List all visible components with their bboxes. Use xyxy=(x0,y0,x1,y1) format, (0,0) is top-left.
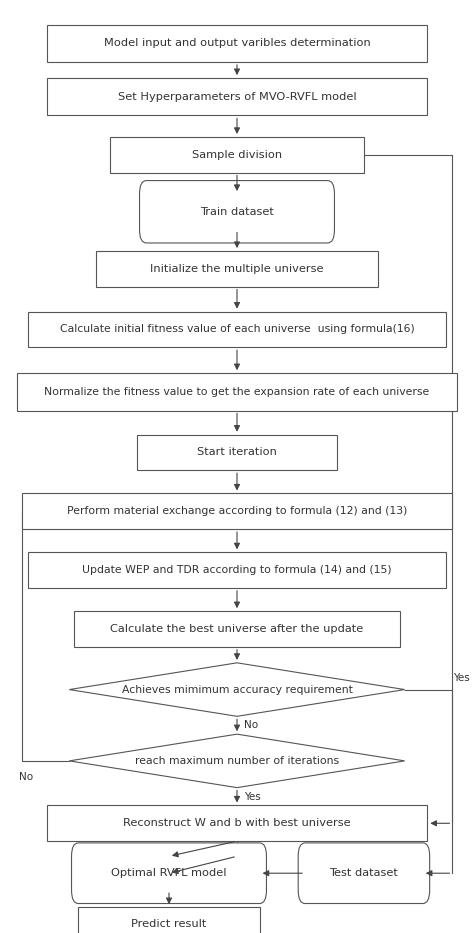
FancyBboxPatch shape xyxy=(97,251,377,286)
FancyBboxPatch shape xyxy=(28,552,446,588)
Text: Achieves mimimum accuracy requirement: Achieves mimimum accuracy requirement xyxy=(121,685,353,694)
Text: Reconstruct W and b with best universe: Reconstruct W and b with best universe xyxy=(123,818,351,829)
FancyBboxPatch shape xyxy=(139,181,335,243)
Text: Yes: Yes xyxy=(453,674,470,683)
Text: Calculate initial fitness value of each universe  using formula(16): Calculate initial fitness value of each … xyxy=(60,325,414,334)
Polygon shape xyxy=(69,734,405,787)
Text: Initialize the multiple universe: Initialize the multiple universe xyxy=(150,264,324,273)
FancyBboxPatch shape xyxy=(78,907,260,933)
Text: Train dataset: Train dataset xyxy=(200,207,274,216)
Text: Update WEP and TDR according to formula (14) and (15): Update WEP and TDR according to formula … xyxy=(82,565,392,575)
FancyBboxPatch shape xyxy=(17,373,457,411)
FancyBboxPatch shape xyxy=(74,611,400,647)
Text: Start iteration: Start iteration xyxy=(197,448,277,457)
Text: No: No xyxy=(244,720,258,731)
Text: Calculate the best universe after the update: Calculate the best universe after the up… xyxy=(110,624,364,634)
FancyBboxPatch shape xyxy=(46,805,428,842)
Polygon shape xyxy=(69,662,405,717)
FancyBboxPatch shape xyxy=(46,24,428,62)
Text: reach maximum number of iterations: reach maximum number of iterations xyxy=(135,756,339,766)
Text: Perform material exchange according to formula (12) and (13): Perform material exchange according to f… xyxy=(67,507,407,516)
FancyBboxPatch shape xyxy=(22,494,452,529)
Text: Optimal RVFL model: Optimal RVFL model xyxy=(111,869,227,878)
Text: Yes: Yes xyxy=(244,791,261,801)
Text: Predict result: Predict result xyxy=(131,919,207,929)
Text: Normalize the fitness value to get the expansion rate of each universe: Normalize the fitness value to get the e… xyxy=(45,387,429,397)
FancyBboxPatch shape xyxy=(72,842,266,903)
FancyBboxPatch shape xyxy=(298,842,429,903)
Text: Test dataset: Test dataset xyxy=(329,869,398,878)
Text: Sample division: Sample division xyxy=(192,149,282,160)
FancyBboxPatch shape xyxy=(110,137,364,173)
Text: Set Hyperparameters of MVO-RVFL model: Set Hyperparameters of MVO-RVFL model xyxy=(118,91,356,102)
FancyBboxPatch shape xyxy=(46,78,428,116)
FancyBboxPatch shape xyxy=(137,435,337,470)
FancyBboxPatch shape xyxy=(28,312,446,347)
Text: Model input and output varibles determination: Model input and output varibles determin… xyxy=(104,38,370,49)
Text: No: No xyxy=(19,772,34,782)
